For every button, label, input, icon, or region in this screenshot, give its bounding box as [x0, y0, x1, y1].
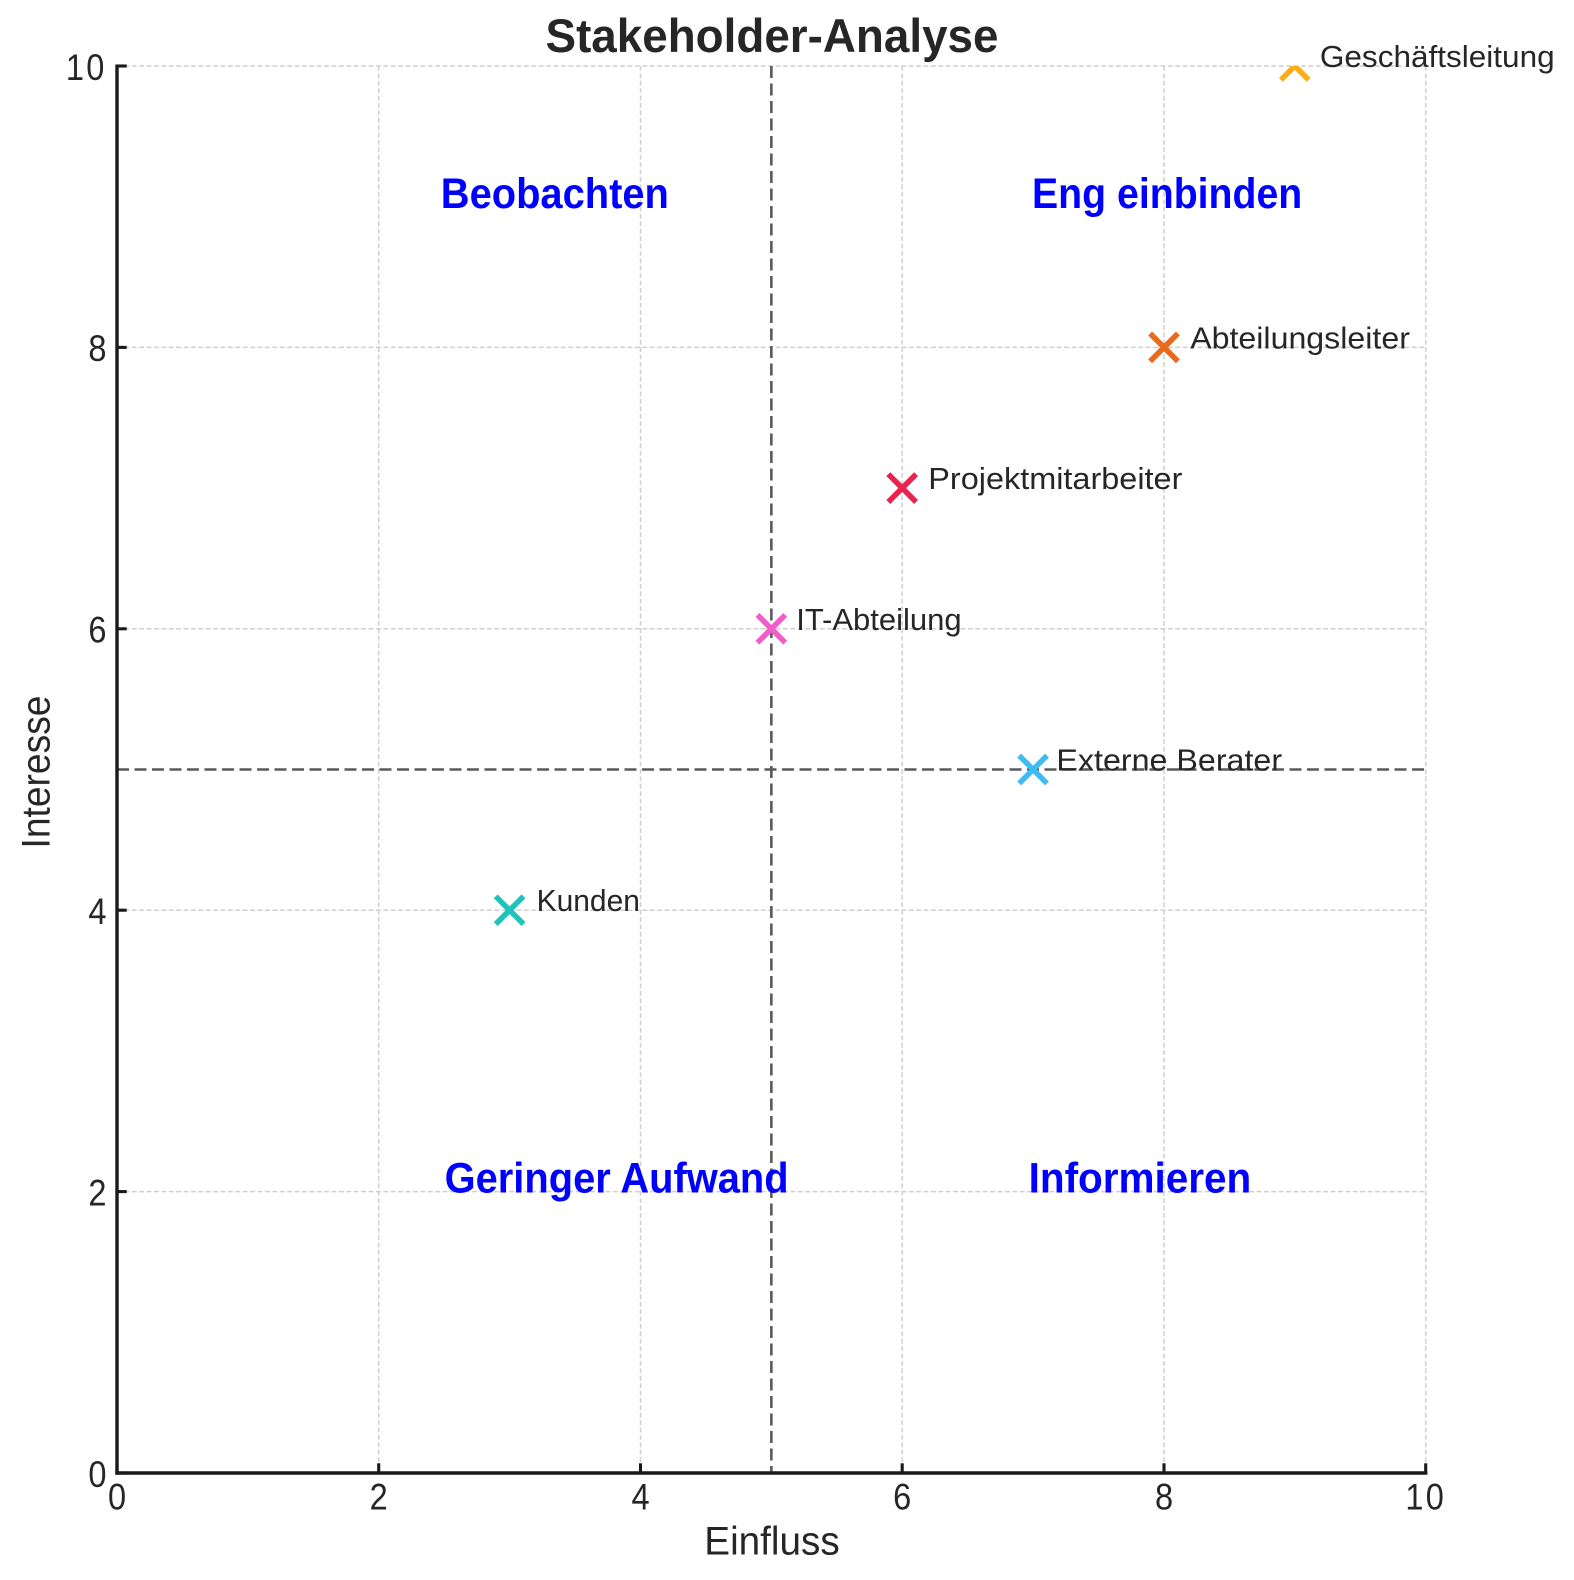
svg-text:10: 10 [66, 47, 107, 88]
svg-text:10: 10 [1405, 1476, 1446, 1517]
svg-text:Stakeholder-Analyse: Stakeholder-Analyse [546, 9, 999, 62]
svg-text:IT-Abteilung: IT-Abteilung [796, 602, 961, 637]
svg-text:8: 8 [88, 328, 106, 369]
svg-text:Kunden: Kunden [537, 884, 640, 919]
svg-text:Informieren: Informieren [1029, 1153, 1252, 1201]
svg-text:4: 4 [88, 891, 106, 932]
svg-text:Eng einbinden: Eng einbinden [1032, 169, 1302, 217]
svg-text:Projektmitarbeiter: Projektmitarbeiter [928, 461, 1183, 496]
svg-text:Einfluss: Einfluss [704, 1519, 839, 1564]
svg-text:Geringer Aufwand: Geringer Aufwand [445, 1153, 789, 1202]
svg-text:4: 4 [631, 1476, 649, 1517]
svg-text:6: 6 [893, 1476, 911, 1517]
svg-text:Abteilungsleiter: Abteilungsleiter [1190, 320, 1410, 355]
svg-text:6: 6 [88, 610, 106, 651]
svg-text:2: 2 [370, 1476, 388, 1517]
svg-text:Externe Berater: Externe Berater [1056, 742, 1282, 777]
svg-text:2: 2 [88, 1172, 106, 1213]
svg-text:Beobachten: Beobachten [441, 168, 669, 217]
svg-text:Interesse: Interesse [14, 696, 59, 849]
svg-text:8: 8 [1155, 1476, 1173, 1517]
svg-text:0: 0 [88, 1454, 106, 1495]
svg-text:0: 0 [108, 1476, 126, 1517]
svg-text:Geschäftsleitung: Geschäftsleitung [1320, 39, 1555, 74]
